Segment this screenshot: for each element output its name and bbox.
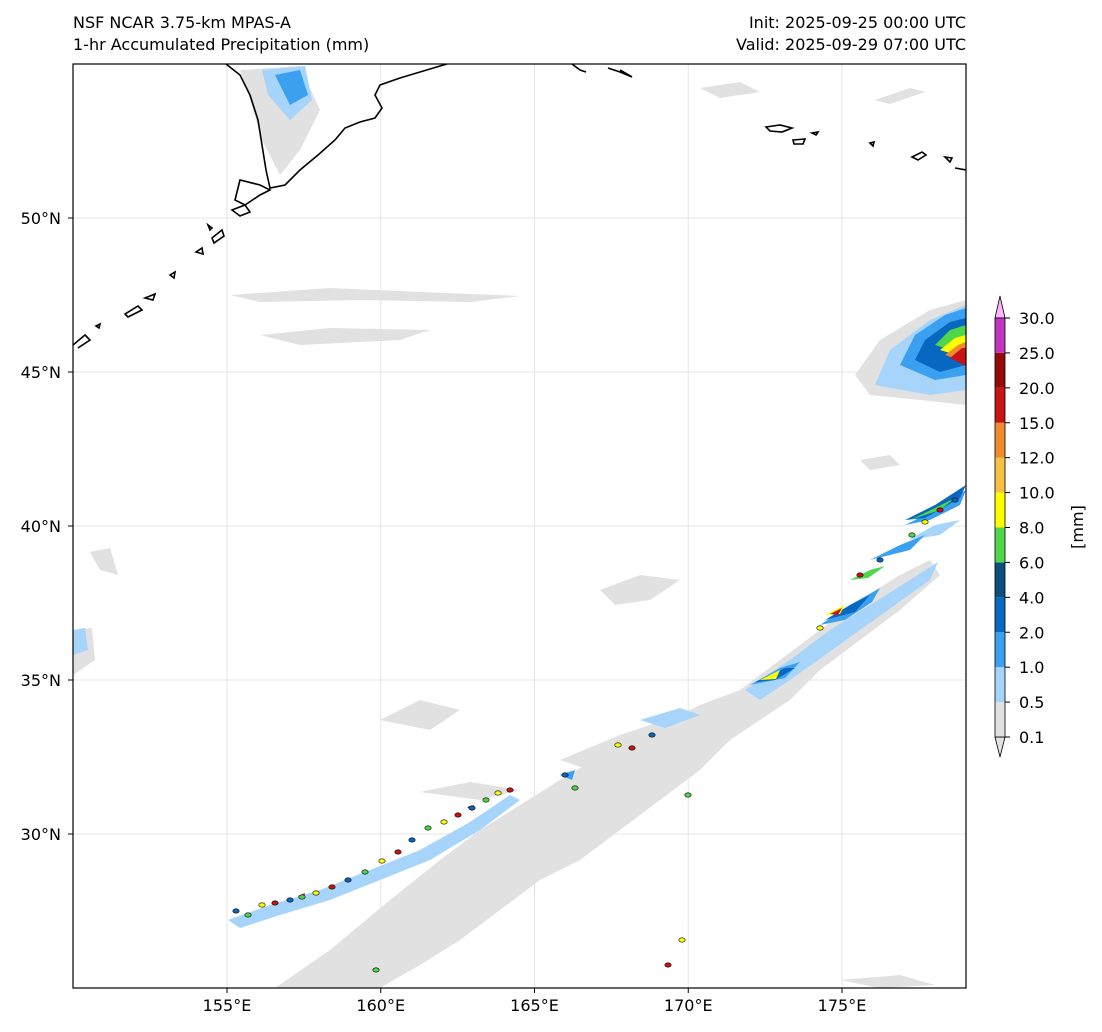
colorbar-tick-label: 0.1 (1019, 728, 1044, 747)
lon-axis: 155°E 160°E 165°E 170°E 175°E (203, 988, 867, 1015)
title-left: NSF NCAR 3.75-km MPAS-A 1-hr Accumulated… (73, 12, 369, 56)
lat-label: 40°N (21, 517, 61, 536)
precip-cell (286, 897, 294, 903)
coastlines (73, 64, 966, 349)
precip-cell (424, 825, 432, 831)
precip-cell (561, 772, 569, 778)
precip-light-gray (73, 66, 966, 988)
precip-cell (684, 792, 692, 798)
colorbar-segment (995, 702, 1005, 737)
lon-label: 170°E (664, 996, 713, 1015)
precip-cell (244, 912, 252, 918)
precip-cell (232, 908, 240, 914)
precip-cell (876, 557, 884, 563)
precip-cell (298, 894, 306, 900)
precip-cell (258, 902, 266, 908)
lat-label: 45°N (21, 363, 61, 382)
map-content (73, 64, 966, 988)
precip-cell (378, 858, 386, 864)
colorbar-segment (995, 667, 1005, 703)
precip-cell (571, 785, 579, 791)
precip-cell (271, 900, 279, 906)
precip-cell (921, 519, 929, 525)
colorbar-tick-label: 10.0 (1019, 484, 1055, 503)
lat-label: 30°N (21, 825, 61, 844)
colorbar-tick-label: 15.0 (1019, 414, 1055, 433)
colorbar-segment (995, 562, 1005, 598)
precip-cell (468, 805, 476, 811)
precip-cell (312, 890, 320, 896)
convective-cells (232, 497, 959, 973)
precip-cell (372, 967, 380, 973)
precip-cell (361, 869, 369, 875)
lon-label: 165°E (510, 996, 559, 1015)
colorbar-segment (995, 422, 1005, 458)
colorbar-segment (995, 632, 1005, 668)
colorbar-tick-label: 12.0 (1019, 449, 1055, 468)
title-right: Init: 2025-09-25 00:00 UTC Valid: 2025-0… (736, 12, 966, 56)
colorbar-tick-label: 2.0 (1019, 623, 1044, 642)
colorbar-segment (995, 597, 1005, 633)
colorbar-unit-label: [mm] (1068, 505, 1087, 549)
precip-cell (628, 745, 636, 751)
field-title: 1-hr Accumulated Precipitation (mm) (73, 35, 370, 54)
precip-cell (394, 849, 402, 855)
colorbar-segment (995, 457, 1005, 493)
precip-light-blue (73, 66, 966, 928)
colorbar-tick-label: 0.5 (1019, 693, 1044, 712)
precip-cell (494, 790, 502, 796)
precip-cell (816, 625, 824, 631)
colorbar-extend-min (994, 736, 1006, 758)
colorbar-tick-label: 1.0 (1019, 658, 1044, 677)
precip-cell (328, 884, 336, 890)
colorbar-tick-label: 4.0 (1019, 588, 1044, 607)
colorbar-tick-label: 20.0 (1019, 379, 1055, 398)
colorbar-extend-max (994, 295, 1006, 319)
lon-label: 175°E (818, 996, 867, 1015)
lon-label: 160°E (356, 996, 405, 1015)
lat-label: 50°N (21, 209, 61, 228)
precip-cell (908, 532, 916, 538)
colorbar-tick-label: 8.0 (1019, 519, 1044, 538)
precip-cell (408, 837, 416, 843)
precip-cell (678, 937, 686, 943)
precip-cell (936, 507, 944, 513)
precip-cell (344, 877, 352, 883)
colorbar-segment (995, 318, 1005, 353)
lon-label: 155°E (203, 996, 252, 1015)
precip-cell (506, 787, 514, 793)
precip-blue (275, 70, 966, 780)
lat-axis: 50°N 45°N 40°N 35°N 30°N (21, 209, 73, 844)
precip-cell (482, 797, 490, 803)
colorbar-segment (995, 387, 1005, 423)
colorbar-tick-label: 6.0 (1019, 553, 1044, 572)
valid-time: Valid: 2025-09-29 07:00 UTC (735, 35, 966, 54)
precip-cell (440, 819, 448, 825)
precip-cell (648, 732, 656, 738)
precip-cell (856, 572, 864, 578)
model-title: NSF NCAR 3.75-km MPAS-A (73, 13, 291, 32)
colorbar-tick-label: 30.0 (1019, 309, 1055, 328)
colorbar-segment (995, 492, 1005, 528)
precip-cell (664, 962, 672, 968)
colorbar-tick-label: 25.0 (1019, 344, 1055, 363)
precip-cell (454, 812, 462, 818)
colorbar-segment (995, 527, 1005, 563)
lat-label: 35°N (21, 671, 61, 690)
colorbar-segment (995, 352, 1005, 388)
colorbar: 0.1 0.5 1.0 2.0 4.0 6.0 8.0 10.0 12.0 15.0 20.0 25.… (994, 295, 1055, 758)
init-time: Init: 2025-09-25 00:00 UTC (748, 13, 966, 32)
precip-cell (951, 497, 959, 503)
gridlines (73, 64, 966, 988)
precip-cell (614, 742, 622, 748)
